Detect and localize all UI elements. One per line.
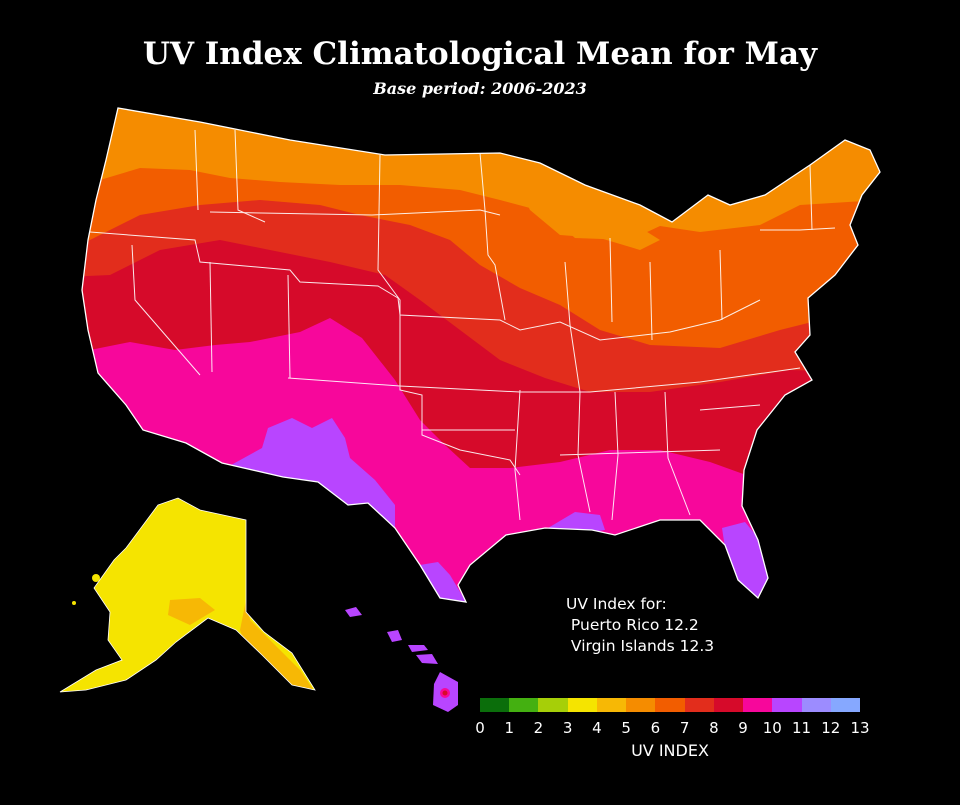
colorbar-tick-label: 1	[504, 719, 514, 737]
colorbar-tick-label: 4	[592, 719, 602, 737]
colorbar-tick-label: 3	[562, 719, 573, 737]
colorbar-swatch	[830, 698, 861, 712]
colorbar-swatch	[655, 698, 685, 712]
colorbar-swatch	[713, 698, 744, 712]
colorbar-ticks: 0 1 2 3 4 5 6 7 8 9 10 11 12 13	[470, 719, 870, 739]
colorbar-swatch	[567, 698, 597, 712]
colorbar-tick-label: 10	[762, 719, 782, 737]
colorbar-swatch	[509, 698, 539, 712]
colorbar-tick-label: 8	[709, 719, 719, 737]
colorbar-tick-label: 7	[679, 719, 690, 737]
colorbar-tick-label: 0	[475, 719, 485, 737]
colorbar-tick-label: 13	[850, 719, 870, 737]
map-title: UV Index Climatological Mean for May	[142, 36, 818, 72]
territories-note: UV Index for: Puerto Rico 12.2 Virgin Is…	[566, 594, 714, 657]
colorbar-swatch	[743, 698, 773, 712]
map-subtitle: Base period: 2006-2023	[373, 79, 587, 98]
note-puerto-rico: Puerto Rico 12.2	[566, 616, 699, 634]
colorbar-title: UV INDEX	[631, 741, 709, 760]
colorbar-swatch	[480, 698, 510, 712]
uv-colorbar	[480, 698, 861, 712]
note-virgin-islands: Virgin Islands 12.3	[566, 637, 715, 655]
colorbar-swatch	[538, 698, 568, 712]
colorbar-tick-label: 11	[791, 719, 812, 737]
alaska-region	[59, 497, 316, 693]
hawaii-region	[345, 607, 458, 712]
colorbar-swatch	[684, 698, 714, 712]
note-heading: UV Index for:	[566, 595, 667, 613]
colorbar-tick-label: 2	[533, 719, 544, 737]
colorbar-swatch	[772, 698, 802, 712]
colorbar-swatch	[596, 698, 627, 712]
colorbar-tick-label: 9	[738, 719, 748, 737]
colorbar-swatch	[801, 698, 831, 712]
colorbar-tick-label: 12	[821, 719, 841, 737]
colorbar-tick-label: 6	[650, 719, 661, 737]
colorbar-tick-label: 5	[621, 719, 631, 737]
colorbar-swatch	[626, 698, 656, 712]
